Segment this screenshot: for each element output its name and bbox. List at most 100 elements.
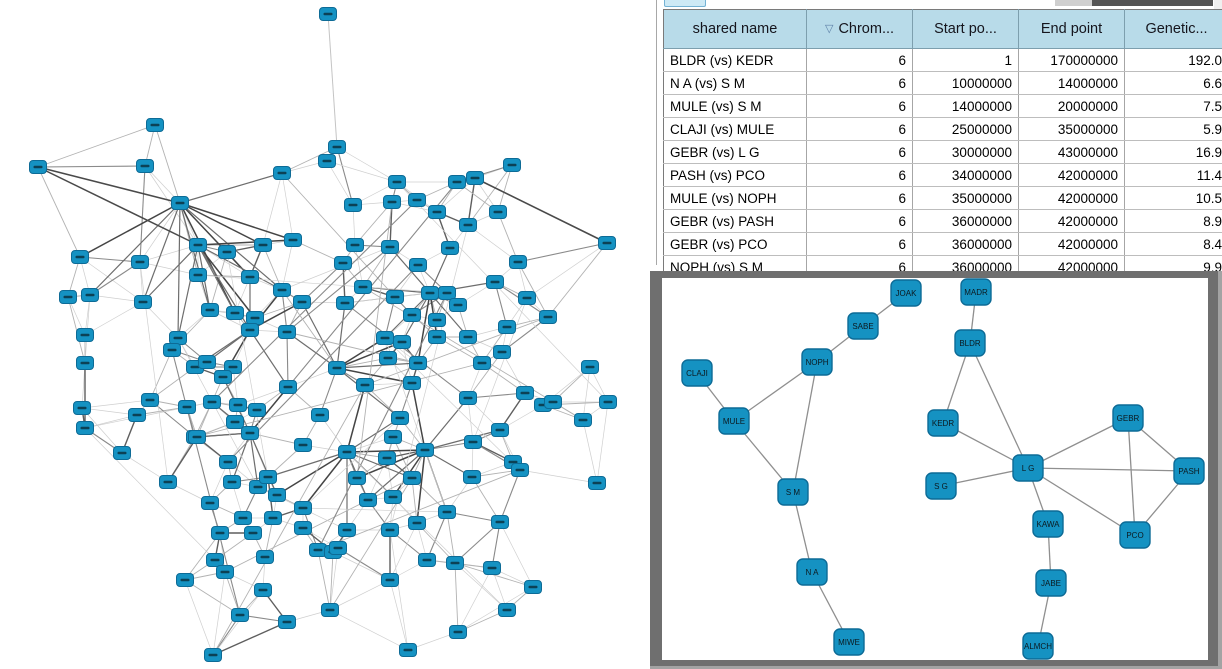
network-node[interactable] xyxy=(76,421,94,435)
network-node-sabe[interactable]: SABE xyxy=(847,312,879,340)
detail-network-canvas[interactable]: JOAK MADR SABE NOPH CLAJI BLDR MULE KEDR GEBR S M… xyxy=(662,278,1208,660)
network-node[interactable] xyxy=(378,451,396,465)
network-node[interactable] xyxy=(206,553,224,567)
network-node[interactable] xyxy=(29,160,47,174)
network-node-kawa[interactable]: KAWA xyxy=(1032,510,1064,538)
top-scrollbar-thumb[interactable] xyxy=(1092,0,1213,6)
network-node[interactable] xyxy=(293,295,311,309)
network-node-madr[interactable]: MADR xyxy=(960,278,992,306)
network-node[interactable] xyxy=(441,241,459,255)
network-node[interactable] xyxy=(463,470,481,484)
network-node[interactable] xyxy=(244,526,262,540)
table-row[interactable]: GEBR (vs) PCO 6 36000000 42000000 8.4 xyxy=(663,232,1222,256)
network-node[interactable] xyxy=(329,541,347,555)
network-node[interactable] xyxy=(254,583,272,597)
network-node-jabe[interactable]: JABE xyxy=(1035,569,1067,597)
network-node[interactable] xyxy=(256,550,274,564)
top-scrollbar-track[interactable] xyxy=(1055,0,1092,6)
table-cell[interactable]: 10.5 xyxy=(1124,186,1222,210)
network-node[interactable] xyxy=(226,415,244,429)
network-node[interactable] xyxy=(241,270,259,284)
network-node[interactable] xyxy=(284,233,302,247)
table-cell[interactable]: 11.4 xyxy=(1124,163,1222,187)
table-cell[interactable]: N A (vs) S M xyxy=(663,71,807,95)
network-node[interactable] xyxy=(229,398,247,412)
table-row[interactable]: MULE (vs) NOPH 6 35000000 42000000 10.5 xyxy=(663,186,1222,210)
filter-icon[interactable]: ▽ xyxy=(824,23,834,35)
network-node[interactable] xyxy=(383,195,401,209)
network-node[interactable] xyxy=(428,330,446,344)
table-row[interactable]: CLAJI (vs) MULE 6 25000000 35000000 5.9 xyxy=(663,117,1222,141)
network-node[interactable] xyxy=(381,240,399,254)
network-node[interactable] xyxy=(241,426,259,440)
table-cell[interactable]: GEBR (vs) L G xyxy=(663,140,807,164)
network-node[interactable] xyxy=(268,488,286,502)
table-cell[interactable]: 25000000 xyxy=(912,117,1019,141)
network-node[interactable] xyxy=(131,255,149,269)
table-cell[interactable]: 1 xyxy=(912,48,1019,72)
table-cell[interactable]: 6 xyxy=(806,232,913,256)
network-node[interactable] xyxy=(598,236,616,250)
network-node[interactable] xyxy=(438,286,456,300)
network-node[interactable] xyxy=(176,573,194,587)
table-cell[interactable]: 10000000 xyxy=(912,71,1019,95)
network-node[interactable] xyxy=(448,175,466,189)
network-node[interactable] xyxy=(416,443,434,457)
table-cell[interactable]: 6.6 xyxy=(1124,71,1222,95)
network-node[interactable] xyxy=(338,445,356,459)
network-node[interactable] xyxy=(403,471,421,485)
network-node[interactable] xyxy=(319,7,337,21)
table-cell[interactable]: 6 xyxy=(806,71,913,95)
network-node[interactable] xyxy=(409,356,427,370)
column-header-genetic---[interactable]: Genetic... xyxy=(1124,9,1222,49)
network-node[interactable] xyxy=(376,331,394,345)
network-node-mule[interactable]: MULE xyxy=(718,407,750,435)
network-node[interactable] xyxy=(449,625,467,639)
network-node[interactable] xyxy=(216,565,234,579)
network-node[interactable] xyxy=(498,320,516,334)
network-node[interactable] xyxy=(486,275,504,289)
table-cell[interactable]: 8.9 xyxy=(1124,209,1222,233)
network-node-kedr[interactable]: KEDR xyxy=(927,409,959,437)
network-node[interactable] xyxy=(403,376,421,390)
network-node[interactable] xyxy=(338,523,356,537)
network-node[interactable] xyxy=(76,328,94,342)
network-node[interactable] xyxy=(391,411,409,425)
network-node[interactable] xyxy=(113,446,131,460)
network-node[interactable] xyxy=(278,615,296,629)
network-node[interactable] xyxy=(493,345,511,359)
table-cell[interactable]: 42000000 xyxy=(1018,232,1125,256)
network-node[interactable] xyxy=(294,501,312,515)
network-node[interactable] xyxy=(466,171,484,185)
network-node[interactable] xyxy=(223,475,241,489)
network-node[interactable] xyxy=(388,175,406,189)
table-cell[interactable]: GEBR (vs) PCO xyxy=(663,232,807,256)
table-cell[interactable]: 170000000 xyxy=(1018,48,1125,72)
network-node[interactable] xyxy=(539,310,557,324)
network-node[interactable] xyxy=(459,218,477,232)
network-node[interactable] xyxy=(418,553,436,567)
network-node[interactable] xyxy=(201,303,219,317)
network-node[interactable] xyxy=(491,515,509,529)
table-cell[interactable]: 6 xyxy=(806,140,913,164)
network-node[interactable] xyxy=(234,511,252,525)
table-scroll-tab[interactable] xyxy=(664,0,706,7)
network-node[interactable] xyxy=(428,313,446,327)
network-node[interactable] xyxy=(483,561,501,575)
network-node-s-m[interactable]: S M xyxy=(777,478,809,506)
network-node-s-g[interactable]: S G xyxy=(925,472,957,500)
table-cell[interactable]: 8.4 xyxy=(1124,232,1222,256)
network-node[interactable] xyxy=(459,391,477,405)
network-node[interactable] xyxy=(524,580,542,594)
column-header-end-point[interactable]: End point xyxy=(1018,9,1125,49)
network-node[interactable] xyxy=(511,463,529,477)
network-node[interactable] xyxy=(141,393,159,407)
network-node[interactable] xyxy=(294,438,312,452)
table-row[interactable]: GEBR (vs) PASH 6 36000000 42000000 8.9 xyxy=(663,209,1222,233)
network-node[interactable] xyxy=(588,476,606,490)
network-node[interactable] xyxy=(379,351,397,365)
table-row[interactable]: GEBR (vs) L G 6 30000000 43000000 16.9 xyxy=(663,140,1222,164)
network-node[interactable] xyxy=(464,435,482,449)
table-row[interactable]: BLDR (vs) KEDR 6 1 170000000 192.0 xyxy=(663,48,1222,72)
network-node[interactable] xyxy=(491,423,509,437)
